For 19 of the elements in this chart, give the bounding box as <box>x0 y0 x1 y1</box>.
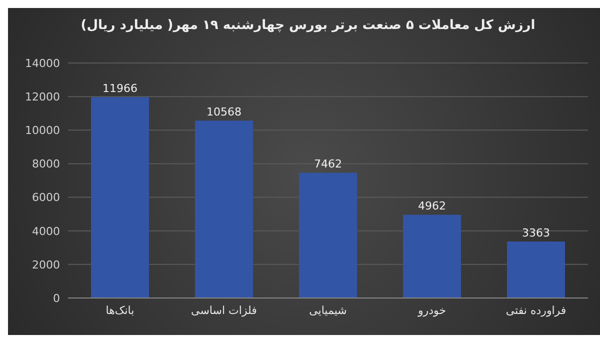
data-label: 7462 <box>314 158 342 171</box>
y-tick-label: 0 <box>53 292 60 305</box>
y-tick-label: 10000 <box>25 124 60 138</box>
x-tick-label: خودرو <box>416 304 446 317</box>
x-tick-label: بانک‌ها <box>106 304 134 317</box>
y-tick-label: 12000 <box>25 90 60 104</box>
y-tick-label: 8000 <box>32 158 60 171</box>
chart-title: ارزش کل معاملات ۵ صنعت برتر بورس چهارشنبه ۱۹ مهر( میلیارد ریال) <box>80 17 536 35</box>
data-label: 4962 <box>418 200 446 213</box>
y-tick-label: 6000 <box>32 191 60 204</box>
data-label: 3363 <box>522 226 550 240</box>
y-tick-label: 4000 <box>32 224 60 238</box>
y-tick-label: 2000 <box>32 258 60 272</box>
y-tick-label: 14000 <box>25 56 60 70</box>
x-tick-label: فراورده نفتی <box>506 304 566 317</box>
data-label: 11966 <box>102 82 138 96</box>
x-tick-label: شیمیایی <box>309 304 347 317</box>
data-label: 10568 <box>206 106 242 119</box>
x-tick-label: فلزات اساسی <box>191 304 257 317</box>
